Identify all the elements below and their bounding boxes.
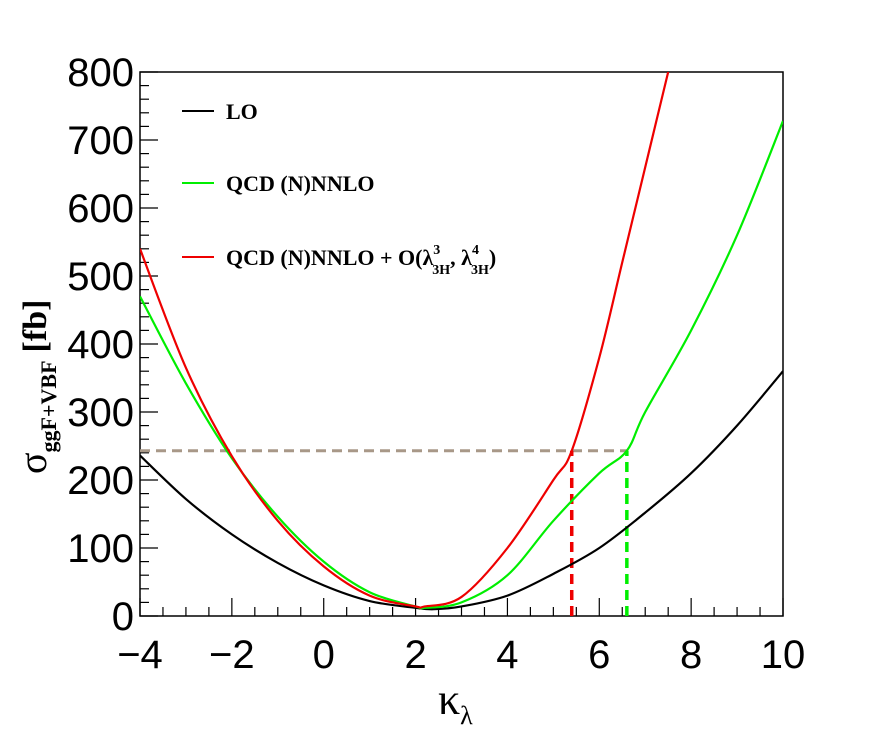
legend-label-sep: , λ xyxy=(450,245,472,270)
y-tick-label: 400 xyxy=(67,323,134,367)
x-tick-label: 10 xyxy=(761,633,806,677)
y-tick-labels: 0 100 200 300 400 500 600 700 800 xyxy=(67,51,134,639)
y-tick-label: 100 xyxy=(67,527,134,571)
legend-label-nnlo-lambda: QCD (N)NNLO + O(λ3 3H, λ4 3H) xyxy=(226,243,496,278)
legend-sup-3: 3 xyxy=(433,243,440,258)
legend: LO QCD (N)NNLO QCD (N)NNLO + O(λ3 3H, λ4 3… xyxy=(182,99,496,278)
y-tick-label: 300 xyxy=(67,391,134,435)
x-tick-label: 0 xyxy=(313,633,335,677)
legend-sub-3h-2: 3H xyxy=(471,263,489,278)
legend-label-main: QCD (N)NNLO + O(λ xyxy=(226,245,433,270)
annotation-lines xyxy=(140,449,629,616)
x-tick-label: 2 xyxy=(404,633,426,677)
x-axis-title: κλ xyxy=(438,675,473,730)
axis-ticks xyxy=(139,71,784,617)
y-tick-label: 0 xyxy=(112,595,134,639)
series-lo-line xyxy=(140,370,783,611)
x-tick-label: −2 xyxy=(209,633,255,677)
y-tick-label: 200 xyxy=(67,459,134,503)
legend-sup-4: 4 xyxy=(472,243,479,258)
x-axis-subscript: λ xyxy=(460,701,473,730)
y-axis-symbol: σ xyxy=(10,452,55,474)
legend-sub-3h: 3H xyxy=(432,263,450,278)
y-axis-title: σggF+VBF [fb] xyxy=(10,300,61,474)
y-tick-label: 700 xyxy=(67,119,134,163)
x-tick-label: 8 xyxy=(680,633,702,677)
legend-close-paren: ) xyxy=(489,245,496,270)
y-tick-label: 800 xyxy=(67,51,134,95)
x-tick-label: −4 xyxy=(117,633,163,677)
y-tick-label: 500 xyxy=(67,255,134,299)
series-lines xyxy=(140,72,783,611)
y-axis-unit: [fb] xyxy=(17,300,54,353)
legend-label-nnlo: QCD (N)NNLO xyxy=(226,171,375,196)
x-axis-symbol: κ xyxy=(438,675,460,724)
x-tick-label: 4 xyxy=(496,633,518,677)
legend-label-lo: LO xyxy=(226,99,258,124)
series-nnlo-lambda-line xyxy=(140,72,670,609)
x-tick-label: 6 xyxy=(588,633,610,677)
plot-frame xyxy=(139,71,784,617)
y-tick-label: 600 xyxy=(67,187,134,231)
x-tick-labels: −4 −2 0 2 4 6 8 10 xyxy=(117,633,805,677)
y-axis-subscript: ggF+VBF xyxy=(36,360,61,452)
